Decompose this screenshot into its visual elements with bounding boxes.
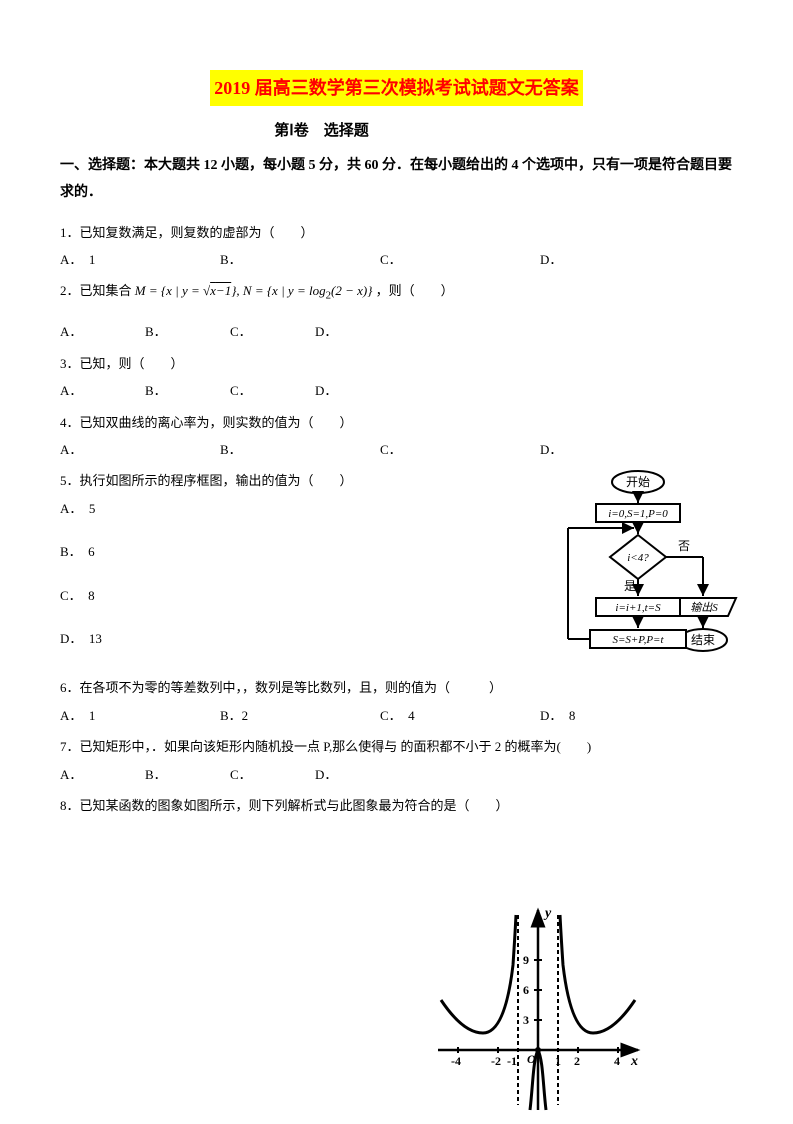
q5-opt-d: D． 13 — [60, 627, 440, 650]
svg-text:i=i+1,t=S: i=i+1,t=S — [615, 602, 661, 614]
q1-opt-a: A． 1 — [60, 248, 180, 271]
question-2: 2．已知集合 M = {x | y = √x−1}, N = {x | y = … — [60, 279, 733, 343]
flowchart-svg: 开始 i=0,S=1,P=0 i<4? 否 输出S 结束 是 i=i+1,t=S… — [538, 470, 738, 680]
q4-opt-a: A． — [60, 438, 180, 461]
q3-opt-d: D． — [315, 379, 360, 402]
q3-opt-c: C． — [230, 379, 275, 402]
svg-text:-4: -4 — [451, 1054, 461, 1068]
svg-text:输出S: 输出S — [690, 601, 718, 614]
function-graph: x y O 3 6 9 -4 -2 -1 1 2 4 — [433, 905, 633, 1105]
svg-text:否: 否 — [678, 539, 690, 553]
page-title: 2019 届高三数学第三次模拟考试试题文无答案 — [210, 70, 583, 106]
question-3: 3．已知，则（ ） A． B． C． D． — [60, 352, 733, 403]
svg-text:3: 3 — [523, 1013, 529, 1027]
svg-text:开始: 开始 — [626, 475, 650, 489]
svg-text:i<4?: i<4? — [627, 552, 649, 564]
q6-opt-d: D． 8 — [540, 704, 660, 727]
q3-text: 3．已知，则（ ） — [60, 352, 733, 375]
q4-opt-d: D． — [540, 438, 660, 461]
q2-text: 2．已知集合 M = {x | y = √x−1}, N = {x | y = … — [60, 279, 733, 306]
svg-text:i=0,S=1,P=0: i=0,S=1,P=0 — [608, 508, 668, 520]
q5-opt-a: A． 5 — [60, 497, 440, 520]
q2-prefix: 2．已知集合 — [60, 283, 135, 298]
svg-text:是: 是 — [624, 579, 636, 593]
flowchart-diagram: 开始 i=0,S=1,P=0 i<4? 否 输出S 结束 是 i=i+1,t=S… — [538, 470, 738, 689]
svg-text:9: 9 — [523, 953, 529, 967]
svg-text:4: 4 — [614, 1054, 620, 1068]
question-7: 7．已知矩形中，．如果向该矩形内随机投一点 P,那么使得与 的面积都不小于 2 … — [60, 735, 733, 786]
q5-opt-c: C． 8 — [60, 584, 440, 607]
q7-opt-b: B． — [145, 763, 190, 786]
q6-opt-c: C． 4 — [380, 704, 500, 727]
q5-opt-b: B． 6 — [60, 540, 440, 563]
q1-opt-d: D． — [540, 248, 660, 271]
q7-opt-d: D． — [315, 763, 360, 786]
q6-opt-b: B．2 — [220, 704, 340, 727]
q2-suffix: ，则（ ） — [372, 283, 453, 298]
q4-opt-b: B． — [220, 438, 340, 461]
q2-opt-d: D． — [315, 320, 360, 343]
q5-text: 5．执行如图所示的程序框图，输出的值为（ ） — [60, 469, 440, 492]
q7-text: 7．已知矩形中，．如果向该矩形内随机投一点 P,那么使得与 的面积都不小于 2 … — [60, 735, 733, 758]
q7-opt-c: C． — [230, 763, 275, 786]
q3-opt-a: A． — [60, 379, 105, 402]
q3-opt-b: B． — [145, 379, 190, 402]
q4-text: 4．已知双曲线的离心率为，则实数的值为（ ） — [60, 411, 733, 434]
section-instruction: 一、选择题：本大题共 12 小题，每小题 5 分，共 60 分．在每小题给出的 … — [60, 153, 733, 206]
q2-opt-b: B． — [145, 320, 190, 343]
q1-opt-b: B． — [220, 248, 340, 271]
svg-text:y: y — [543, 906, 552, 921]
graph-svg: x y O 3 6 9 -4 -2 -1 1 2 4 — [433, 905, 643, 1115]
q1-opt-c: C． — [380, 248, 500, 271]
q4-opt-c: C． — [380, 438, 500, 461]
svg-text:x: x — [630, 1054, 638, 1069]
section-subtitle: 第Ⅰ卷 选择题 — [0, 118, 733, 145]
svg-text:2: 2 — [574, 1054, 580, 1068]
question-8: 8．已知某函数的图象如图所示，则下列解析式与此图象最为符合的是（ ） — [60, 794, 733, 817]
q7-opt-a: A． — [60, 763, 105, 786]
q2-opt-c: C． — [230, 320, 275, 343]
svg-text:S=S+P,P=t: S=S+P,P=t — [612, 634, 664, 646]
q2-opt-a: A． — [60, 320, 105, 343]
question-5: 5．执行如图所示的程序框图，输出的值为（ ） A． 5 B． 6 C． 8 D．… — [60, 469, 440, 650]
q1-text: 1．已知复数满足，则复数的虚部为（ ） — [60, 221, 733, 244]
question-1: 1．已知复数满足，则复数的虚部为（ ） A． 1 B． C． D． — [60, 221, 733, 272]
svg-text:结束: 结束 — [691, 633, 715, 647]
svg-text:-1: -1 — [507, 1054, 517, 1068]
q6-opt-a: A． 1 — [60, 704, 180, 727]
svg-text:1: 1 — [555, 1054, 561, 1068]
svg-text:6: 6 — [523, 983, 529, 997]
svg-text:-2: -2 — [491, 1054, 501, 1068]
q8-text: 8．已知某函数的图象如图所示，则下列解析式与此图象最为符合的是（ ） — [60, 794, 733, 817]
question-4: 4．已知双曲线的离心率为，则实数的值为（ ） A． B． C． D． — [60, 411, 733, 462]
q2-math: M = {x | y = √x−1}, N = {x | y = log2(2 … — [135, 283, 373, 298]
